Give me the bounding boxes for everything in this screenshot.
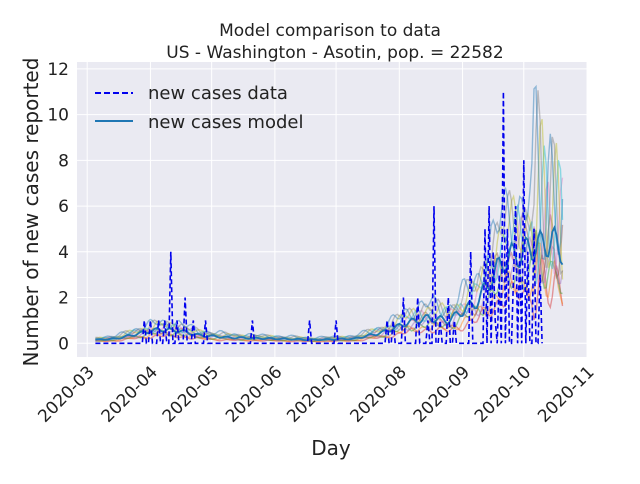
y-tick-labels: 0 2 4 6 8 10 12	[47, 60, 69, 354]
y-tick-label: 10	[47, 106, 69, 126]
x-tick-label: 2020-10	[471, 362, 535, 426]
x-tick-label: 2020-07	[283, 362, 347, 426]
legend-label-model: new cases model	[148, 112, 303, 133]
y-tick-label: 12	[47, 60, 69, 80]
x-tick-labels: 2020-032020-042020-052020-062020-072020-…	[34, 362, 598, 426]
x-tick-label: 2020-08	[346, 362, 410, 426]
x-tick-label: 2020-11	[534, 362, 598, 426]
legend-label-data: new cases data	[148, 83, 288, 104]
x-tick-label: 2020-06	[222, 362, 286, 426]
y-tick-label: 8	[58, 151, 69, 171]
legend: new cases data new cases model	[95, 83, 303, 133]
y-tick-label: 4	[58, 243, 69, 263]
series-layer	[95, 91, 564, 345]
chart-title-line2: US - Washington - Asotin, pop. = 22582	[166, 43, 503, 63]
data-line	[95, 91, 543, 345]
x-tick-label: 2020-03	[34, 362, 98, 426]
x-axis-label: Day	[311, 436, 351, 460]
x-tick-label: 2020-04	[98, 362, 162, 426]
x-tick-label: 2020-05	[159, 362, 223, 426]
y-tick-label: 0	[58, 334, 69, 354]
y-tick-label: 2	[58, 289, 69, 309]
y-axis-label: Number of new cases reported	[19, 58, 43, 367]
chart-title-line1: Model comparison to data	[219, 21, 441, 41]
x-tick-label: 2020-09	[410, 362, 474, 426]
y-tick-label: 6	[58, 197, 69, 217]
